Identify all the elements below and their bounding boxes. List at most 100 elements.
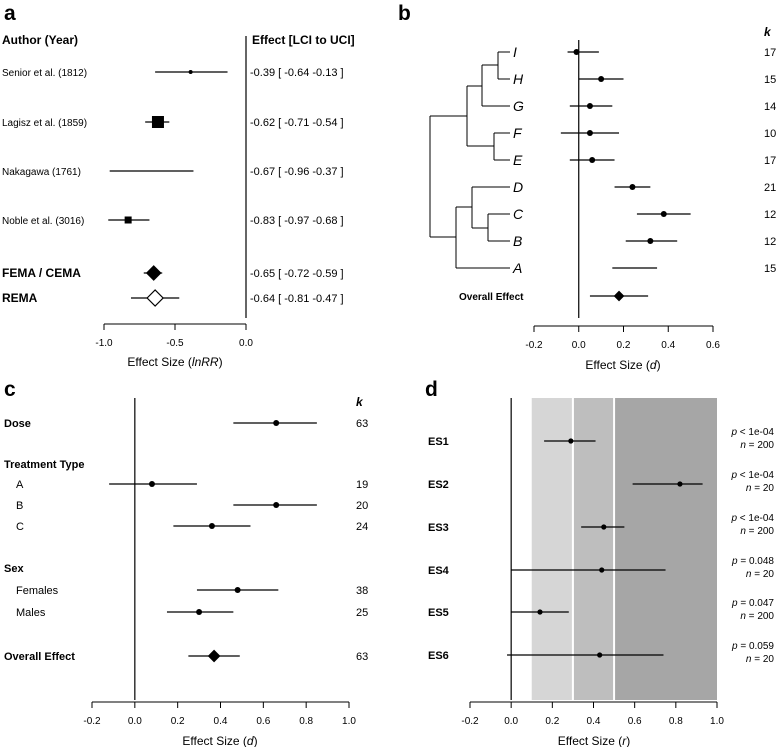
k-value: 14 <box>764 101 776 113</box>
k-value: 24 <box>356 521 368 533</box>
overall-estimate <box>207 649 221 663</box>
point-estimate <box>677 481 683 487</box>
moderator-label: C <box>16 521 24 533</box>
p-value: < 1e-04 <box>740 427 775 438</box>
n-value-text: n = 20 <box>746 569 775 580</box>
panel-b-axis-title-suffix: ) <box>657 358 661 372</box>
panel-d-x-tick-label: 0.4 <box>587 716 601 727</box>
panel-d-axis-title-prefix: Effect Size ( <box>558 734 622 747</box>
pooled-estimate <box>146 289 164 307</box>
column-header-effect: Effect [LCI to UCI] <box>252 33 355 47</box>
panel-b-axis-title-prefix: Effect Size ( <box>585 358 649 372</box>
effect-size-band <box>572 398 615 700</box>
n-equals: = <box>751 569 762 580</box>
point-estimate <box>568 438 574 444</box>
panel-b-x-tick-label: 0.6 <box>706 340 720 351</box>
taxon-label: D <box>513 179 523 195</box>
p-symbol: p <box>730 427 739 438</box>
panel-b-axis-title: Effect Size (d) <box>585 358 660 372</box>
panel-c-x-tick-label: 1.0 <box>342 716 356 727</box>
panel-d-letter: d <box>425 378 438 401</box>
panel-b-phylogeny-forest-plot: k I 17 H 15 G 14 F 10 E 17 D 21 C 12 B 12 A 15 Overall Effe… <box>429 25 776 372</box>
effect-ci-text: -0.83 [ -0.97 -0.68 ] <box>250 215 344 227</box>
point-estimate <box>273 420 280 426</box>
p-value-text: p = 0.048 <box>731 556 774 567</box>
point-estimate <box>537 609 543 615</box>
p-symbol: p <box>730 513 739 524</box>
panel-c-axis-title-prefix: Effect Size ( <box>182 734 246 747</box>
effect-size-label: ES6 <box>428 650 449 662</box>
panel-a-axis-title-var: lnRR <box>192 355 219 369</box>
n-symbol: n <box>740 526 746 537</box>
effect-ci-text: -0.62 [ -0.71 -0.54 ] <box>250 117 344 129</box>
panel-c-x-tick-label: 0.4 <box>214 716 228 727</box>
panel-c-x-tick-label: -0.2 <box>83 716 101 727</box>
group-header: Treatment Type <box>4 459 85 471</box>
point-estimate <box>124 216 132 224</box>
panel-a-axis-title: Effect Size (lnRR) <box>127 355 222 369</box>
point-estimate <box>598 76 605 82</box>
panel-a-x-tick-label: -0.5 <box>166 338 184 349</box>
p-symbol: p <box>731 556 740 567</box>
effect-size-label: ES1 <box>428 436 449 448</box>
point-estimate <box>660 211 667 217</box>
point-estimate <box>589 157 596 163</box>
n-value-text: n = 20 <box>746 483 775 494</box>
study-label: Noble et al. (3016) <box>2 216 84 227</box>
n-value-text: n = 200 <box>740 526 774 537</box>
n-value: 200 <box>757 526 774 537</box>
p-value: < 1e-04 <box>740 470 775 481</box>
n-symbol: n <box>746 483 752 494</box>
column-header-author: Author (Year) <box>2 33 78 47</box>
effect-size-label: ES4 <box>428 565 450 577</box>
panel-b-axis-title-var: d <box>650 358 657 372</box>
n-equals: = <box>751 483 762 494</box>
panel-d-x-tick-label: 0.2 <box>545 716 559 727</box>
n-symbol: n <box>740 440 746 451</box>
taxon-label: H <box>513 71 524 87</box>
p-value: = 0.047 <box>740 598 774 609</box>
effect-size-band <box>614 398 717 700</box>
moderator-label: Dose <box>4 418 31 430</box>
k-value: 19 <box>356 479 368 491</box>
p-value: = 0.048 <box>740 556 774 567</box>
point-estimate <box>629 184 636 190</box>
k-value: 12 <box>764 209 776 221</box>
study-label: Senior et al. (1812) <box>2 68 87 79</box>
k-value: 17 <box>764 47 776 59</box>
taxon-label: E <box>513 152 523 168</box>
taxon-label: F <box>513 125 523 141</box>
panel-c-x-tick-label: 0.8 <box>299 716 313 727</box>
group-header: Sex <box>4 563 24 575</box>
p-value-text: p = 0.059 <box>731 641 774 652</box>
n-value-text: n = 200 <box>740 611 774 622</box>
point-estimate <box>208 523 215 529</box>
panel-a-letter: a <box>4 2 16 25</box>
moderator-label: Females <box>16 585 59 597</box>
k-column-header: k <box>356 395 364 409</box>
panel-d-x-tick-label: 0.0 <box>504 716 518 727</box>
panel-b-x-tick-label: 0.4 <box>661 340 675 351</box>
moderator-label: Males <box>16 607 46 619</box>
pooled-estimate <box>145 265 162 281</box>
k-value: 12 <box>764 236 776 248</box>
point-estimate <box>234 587 241 593</box>
effect-size-label: ES2 <box>428 479 449 491</box>
panel-b-x-tick-label: 0.2 <box>617 340 631 351</box>
panel-b-letter: b <box>398 2 411 25</box>
effect-size-label: ES3 <box>428 522 449 534</box>
n-symbol: n <box>746 569 752 580</box>
k-value: 63 <box>356 651 368 663</box>
taxon-label: G <box>513 98 524 114</box>
moderator-label: B <box>16 500 23 512</box>
n-equals: = <box>746 440 757 451</box>
panel-a-x-tick-label: -1.0 <box>95 338 113 349</box>
p-value: < 1e-04 <box>740 513 775 524</box>
effect-ci-text: -0.64 [ -0.81 -0.47 ] <box>250 293 344 305</box>
n-symbol: n <box>746 654 752 665</box>
panel-d-x-tick-label: -0.2 <box>461 716 479 727</box>
panel-c-axis-title-var: d <box>247 734 254 747</box>
moderator-label: A <box>16 479 24 491</box>
taxon-label: I <box>513 44 517 60</box>
n-equals: = <box>751 654 762 665</box>
